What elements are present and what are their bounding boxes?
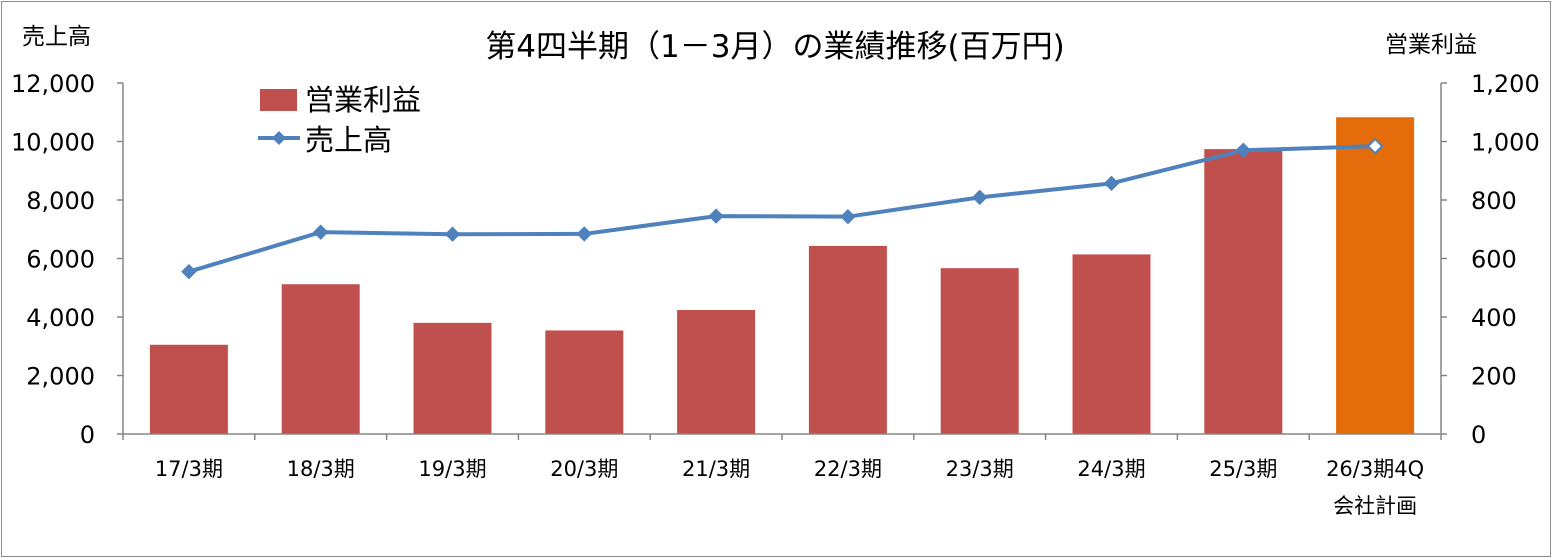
- bar-1: [149, 344, 228, 434]
- category-label: 25/3期: [1209, 457, 1277, 481]
- legend-label-line: 売上高: [305, 123, 392, 157]
- legend-swatch-bar: [260, 89, 297, 111]
- legend: 営業利益 売上高: [258, 83, 421, 157]
- right-tick-label: 600: [1471, 246, 1517, 274]
- right-tick-label: 400: [1471, 304, 1517, 332]
- left-tick-label: 4,000: [26, 304, 95, 332]
- category-label: 会社計画: [1333, 494, 1417, 518]
- bar-8: [1072, 254, 1151, 434]
- bar-9: [1204, 149, 1283, 435]
- right-tick-label: 0: [1471, 421, 1486, 449]
- left-tick-labels: 0 2,000 4,000 6,000 8,000 10,000 12,000: [11, 70, 95, 449]
- sales-line: [188, 144, 1376, 274]
- bar-6: [808, 245, 887, 434]
- bar-series: [149, 117, 1415, 435]
- category-label: 21/3期: [682, 457, 750, 481]
- sales-point-9: [1235, 142, 1252, 158]
- bar-4: [545, 330, 624, 434]
- sales-point-8: [1103, 175, 1120, 192]
- sales-point-4: [576, 226, 593, 242]
- sales-point-7: [971, 189, 988, 206]
- sales-point-2: [312, 224, 329, 240]
- bar-5: [677, 309, 756, 434]
- left-tick-label: 12,000: [11, 70, 95, 98]
- category-label: 26/3期4Q: [1326, 457, 1424, 481]
- right-tick-label: 200: [1471, 363, 1517, 391]
- right-axis-label: 営業利益: [1385, 32, 1477, 58]
- sales-point-5: [708, 208, 724, 224]
- right-tick-label: 1,000: [1471, 129, 1540, 157]
- left-tick-label: 6,000: [26, 246, 95, 274]
- category-label: 19/3期: [418, 457, 486, 481]
- category-label: 18/3期: [287, 457, 355, 481]
- category-labels: 17/3期 18/3期 19/3期 20/3期 21/3期 22/3期 23/3期 24/3期…: [155, 457, 1424, 518]
- legend-label-bar: 営業利益: [305, 83, 421, 117]
- sales-point-6: [840, 208, 856, 225]
- legend-marker-diamond: [272, 131, 286, 145]
- right-tick-label: 1,200: [1471, 70, 1540, 98]
- category-label: 17/3期: [155, 457, 223, 481]
- axes: [117, 82, 1447, 440]
- bar-2: [281, 284, 360, 434]
- line-series: [181, 137, 1384, 280]
- category-label: 20/3期: [550, 457, 618, 481]
- bar-3: [413, 322, 492, 434]
- sales-point-3: [444, 226, 461, 242]
- left-tick-label: 2,000: [26, 363, 95, 391]
- sales-point-10: [1366, 137, 1384, 155]
- right-tick-label: 800: [1471, 187, 1517, 215]
- left-tick-label: 8,000: [26, 187, 95, 215]
- bar-7: [940, 268, 1019, 434]
- category-label: 24/3期: [1077, 457, 1145, 481]
- right-tick-labels: 0 200 400 600 800 1,000 1,200: [1471, 70, 1540, 449]
- chart-title: 第4四半期（1－3月）の業績推移(百万円): [485, 29, 1064, 65]
- bar-10: [1336, 117, 1415, 434]
- sales-point-1: [181, 263, 197, 280]
- left-tick-label: 10,000: [11, 129, 95, 157]
- category-label: 22/3期: [814, 457, 882, 481]
- category-label: 23/3期: [946, 457, 1014, 481]
- left-tick-label: 0: [80, 421, 95, 449]
- left-axis-label: 売上高: [22, 24, 91, 50]
